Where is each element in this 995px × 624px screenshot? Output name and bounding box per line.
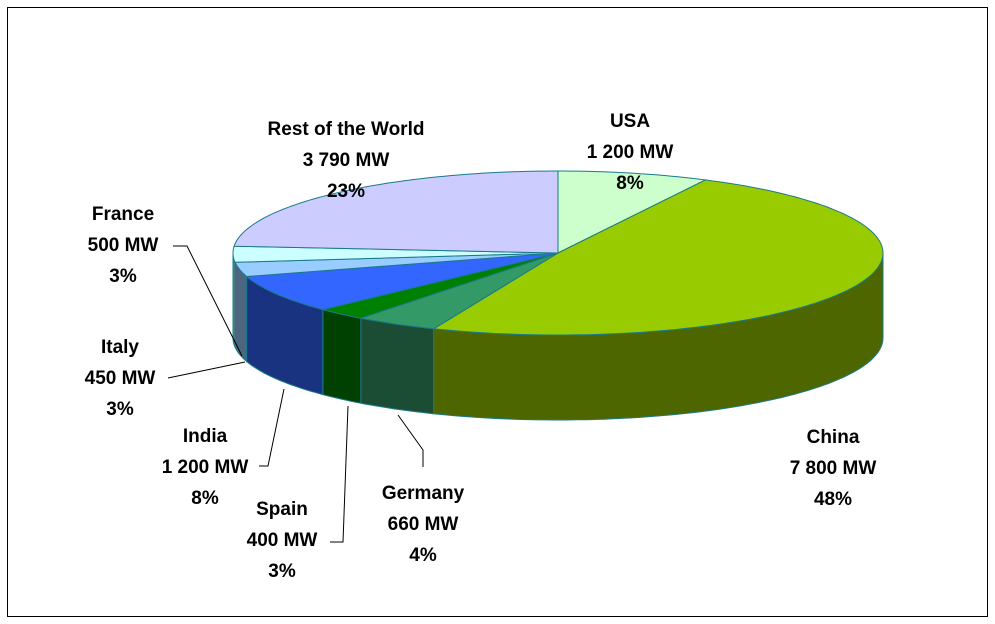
leader-line (330, 405, 349, 543)
value-label: 660 MW (388, 514, 459, 535)
slice-label: France (92, 204, 154, 225)
pie-slice (432, 179, 884, 336)
value-label: 500 MW (88, 235, 159, 256)
value-label: 1 200 MW (162, 457, 249, 478)
slice-label: China (807, 427, 860, 448)
leader-line (167, 361, 246, 379)
leader-line (397, 414, 424, 467)
leader-line (173, 245, 243, 357)
pie-slice (322, 252, 559, 319)
value-label: 400 MW (247, 530, 318, 551)
value-label: 1 200 MW (587, 142, 674, 163)
share-label: 4% (409, 545, 437, 566)
pie-slice-side (232, 252, 236, 348)
slice-label: Italy (101, 337, 139, 358)
pie-slice (358, 252, 559, 330)
share-label: 3% (109, 266, 137, 287)
share-label: 8% (616, 173, 644, 194)
value-label: 3 790 MW (303, 150, 390, 171)
share-label: 8% (191, 488, 219, 509)
pie-slice (232, 245, 559, 263)
slice-label: India (183, 426, 228, 447)
slice-label: Spain (256, 499, 308, 520)
pie-slice-side (322, 308, 362, 404)
slice-label: USA (610, 111, 650, 132)
pie-slice (233, 170, 559, 254)
pie-slice-side (360, 317, 435, 415)
leader-line (259, 388, 285, 467)
value-label: 450 MW (85, 368, 156, 389)
share-label: 3% (106, 399, 134, 420)
pie-slice (557, 170, 708, 254)
share-label: 23% (327, 181, 365, 202)
pie-slice (234, 252, 559, 278)
share-label: 3% (268, 561, 296, 582)
share-label: 48% (814, 489, 852, 510)
pie-slice (245, 252, 559, 311)
slice-label: Rest of the World (268, 119, 425, 140)
value-label: 7 800 MW (790, 458, 877, 479)
slice-label: Germany (382, 483, 465, 504)
